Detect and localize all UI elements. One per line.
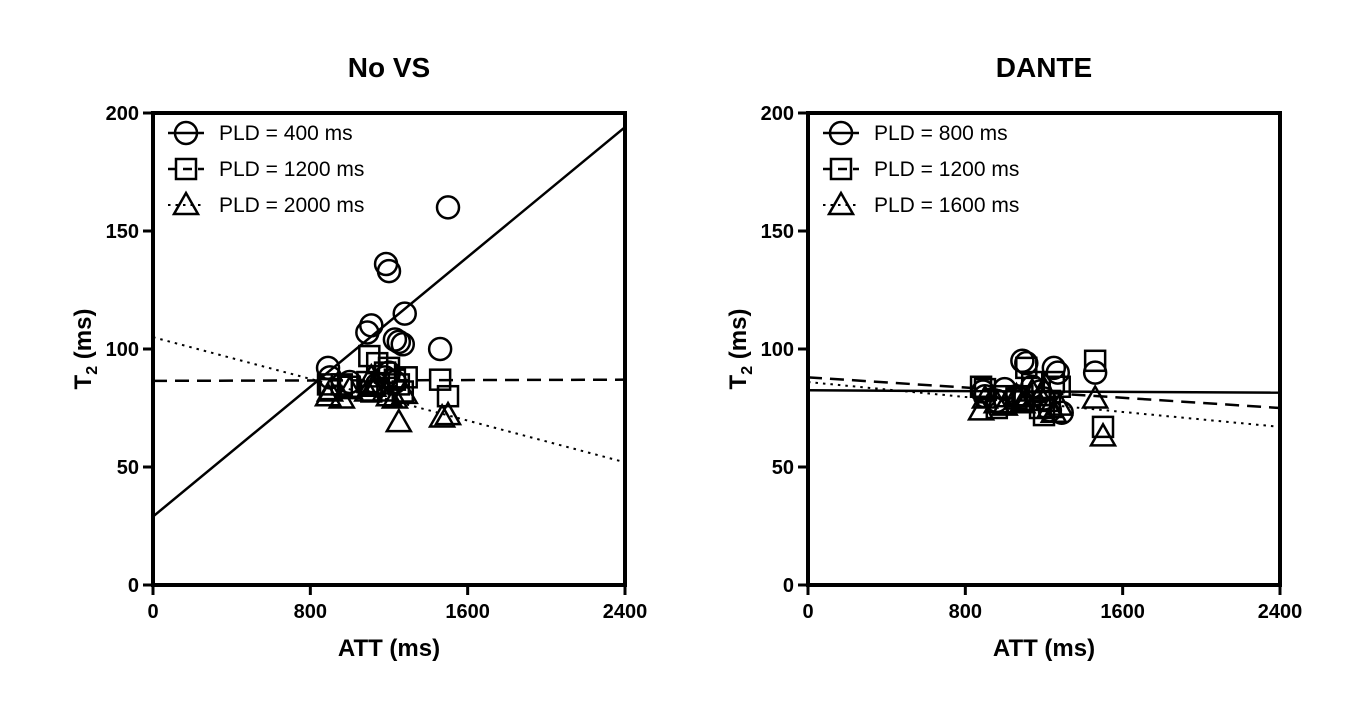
data-point	[427, 336, 453, 362]
data-point	[357, 362, 386, 388]
plot-frame	[806, 111, 1282, 587]
y-tick-label: 200	[761, 103, 794, 125]
legend-marker	[174, 157, 198, 181]
y-axis-label: T2 (ms)	[70, 309, 101, 390]
data-point	[428, 368, 452, 391]
chart-panel-1: No VS 0 800 1600 2400 0 50 100 150 200 ATT (ms) T2 …	[70, 52, 647, 662]
data-point	[327, 384, 356, 409]
legend-marker	[826, 190, 856, 216]
data-point	[376, 258, 402, 284]
data-point	[427, 402, 457, 428]
chart-panel-2: DANTE 0 800 1600 2400 0 50 100 150 200 ATT (ms) T2 …	[725, 52, 1302, 662]
data-point	[384, 407, 413, 433]
fit-line-series-2	[808, 376, 1280, 410]
y-tick-label: 100	[106, 339, 139, 361]
y-tick-label: 0	[783, 575, 794, 597]
legend: PLD = 800 ms PLD = 1200 ms PLD = 1600 ms	[823, 120, 1019, 217]
legend-marker	[171, 190, 201, 216]
data-point	[353, 376, 382, 402]
data-point	[1029, 374, 1059, 400]
chart-title: DANTE	[996, 52, 1092, 83]
x-tick-label: 1600	[1100, 601, 1145, 623]
x-tick-label: 1600	[445, 601, 490, 623]
legend-label: PLD = 800 ms	[874, 122, 1008, 145]
data-point	[1045, 391, 1074, 416]
data-point	[390, 379, 419, 405]
legend-label: PLD = 1600 ms	[874, 194, 1019, 217]
series-3-points	[313, 362, 463, 433]
fit-line-series-1	[153, 126, 625, 518]
x-tick-label: 0	[802, 601, 813, 623]
fit-line-series-2	[153, 378, 625, 383]
data-point	[1015, 356, 1038, 380]
data-point	[392, 301, 417, 326]
data-point	[1041, 355, 1067, 381]
data-point	[315, 376, 345, 402]
x-tick-label: 2400	[1258, 601, 1303, 623]
legend-label: PLD = 1200 ms	[219, 158, 364, 181]
legend-marker	[173, 120, 199, 146]
data-point	[390, 332, 416, 357]
data-point	[436, 384, 460, 408]
data-point	[433, 400, 463, 426]
x-axis-label: ATT (ms)	[338, 635, 440, 662]
x-tick-label: 2400	[603, 601, 648, 623]
legend-marker	[828, 120, 854, 146]
data-point	[982, 388, 1011, 414]
data-point	[1080, 384, 1110, 409]
chart-title: No VS	[348, 52, 430, 83]
data-point	[1002, 381, 1031, 407]
x-axis-label: ATT (ms)	[993, 635, 1095, 662]
data-point	[1008, 388, 1037, 414]
y-tick-label: 150	[761, 221, 794, 243]
legend-label: PLD = 2000 ms	[219, 194, 364, 217]
y-tick-label: 100	[761, 339, 794, 361]
y-tick-label: 0	[128, 575, 139, 597]
legend-marker	[829, 157, 853, 181]
data-point	[1088, 421, 1118, 447]
data-point	[380, 384, 410, 409]
data-point	[359, 372, 388, 398]
data-point	[316, 373, 340, 396]
data-point	[1082, 360, 1108, 385]
x-tick-label: 800	[294, 601, 327, 623]
legend-label: PLD = 400 ms	[219, 122, 353, 145]
data-point	[1039, 398, 1068, 423]
legend: PLD = 400 ms PLD = 1200 ms PLD = 2000 ms	[168, 120, 364, 217]
y-tick-label: 50	[117, 457, 139, 479]
data-point	[359, 313, 384, 338]
data-point	[1091, 415, 1115, 439]
x-tick-label: 0	[147, 601, 158, 623]
legend-label: PLD = 1200 ms	[874, 158, 1019, 181]
data-point	[970, 384, 1000, 409]
series-3-points	[966, 374, 1118, 447]
data-point	[1083, 349, 1107, 373]
data-point	[386, 329, 412, 355]
x-tick-label: 800	[949, 601, 982, 623]
y-tick-label: 50	[772, 457, 794, 479]
y-axis-label: T2 (ms)	[725, 309, 756, 390]
data-point	[358, 344, 381, 368]
data-point	[435, 195, 461, 220]
y-tick-label: 200	[106, 103, 139, 125]
y-tick-label: 150	[106, 221, 139, 243]
fit-line-series-3	[153, 336, 625, 464]
